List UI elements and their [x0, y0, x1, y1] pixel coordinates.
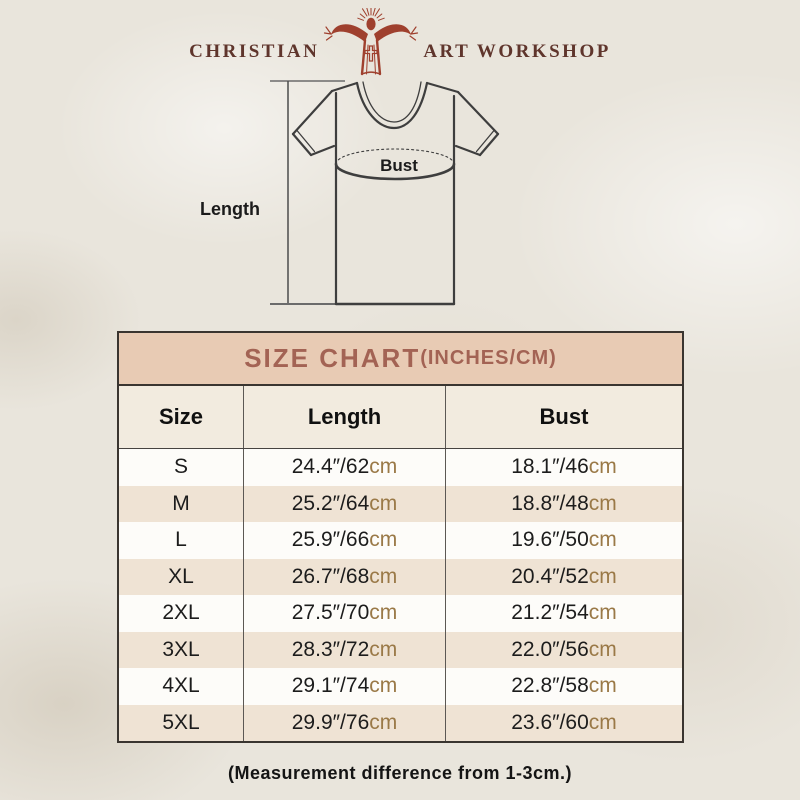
- size-cell: S: [119, 449, 244, 486]
- column-header-bust: Bust: [539, 404, 589, 429]
- length-unit: cm: [369, 528, 398, 552]
- bust-cell: 23.6″/60 cm: [446, 705, 682, 742]
- table-row-l: L 25.9″/66 cm 19.6″/50 cm: [119, 522, 682, 559]
- length-unit: cm: [369, 564, 398, 588]
- brand-name-right: ART WORKSHOP: [423, 41, 611, 62]
- length-value: 29.9″/76: [291, 710, 370, 734]
- measurement-footnote: (Measurement difference from 1-3cm.): [227, 763, 573, 783]
- table-row-3xl: 3XL 28.3″/72 cm 22.0″/56 cm: [119, 631, 682, 669]
- table-body: S 24.4″/62 cm 18.1″/46 cm M 25.2″/64 cm 18.…: [119, 449, 682, 741]
- bust-value: 22.8″/58: [511, 674, 589, 698]
- length-measure-label: Length: [200, 199, 260, 219]
- length-unit: cm: [369, 601, 398, 625]
- bust-value: 18.1″/46: [511, 455, 589, 479]
- size-cell: L: [119, 522, 244, 559]
- bust-unit: cm: [588, 674, 617, 698]
- column-header-size: Size: [119, 386, 244, 448]
- length-cell: 26.7″/68 cm: [244, 558, 446, 595]
- length-value: 26.7″/68: [291, 564, 370, 588]
- size-cell: 4XL: [119, 668, 244, 705]
- bust-value: 20.4″/52: [511, 564, 589, 588]
- bust-cell: 22.0″/56 cm: [446, 632, 682, 669]
- bust-cell: 21.2″/54 cm: [446, 595, 682, 632]
- length-value: 25.9″/66: [291, 528, 370, 552]
- size-chart-title-band: SIZE CHART (INCHES/CM): [119, 333, 682, 386]
- bust-cell: 20.4″/52 cm: [446, 559, 682, 596]
- bust-unit: cm: [588, 637, 617, 661]
- bust-value: 22.0″/56: [511, 637, 589, 661]
- bust-value: 23.6″/60: [511, 710, 589, 734]
- brand-name-left: CHRISTIAN: [189, 41, 320, 62]
- table-row-m: M 25.2″/64 cm 18.8″/48 cm: [119, 485, 682, 523]
- size-cell: XL: [119, 558, 244, 595]
- bust-value: 21.2″/54: [511, 601, 589, 625]
- column-header-length: Length: [244, 386, 446, 448]
- size-cell: 3XL: [119, 631, 244, 668]
- table-header-row: Size Length Bust: [119, 386, 682, 449]
- bust-unit: cm: [588, 601, 617, 625]
- length-cell: 29.9″/76 cm: [244, 704, 446, 741]
- size-cell: 2XL: [119, 595, 244, 632]
- length-value: 29.1″/74: [291, 674, 370, 698]
- length-cell: 24.4″/62 cm: [244, 449, 446, 486]
- table-row-2xl: 2XL 27.5″/70 cm 21.2″/54 cm: [119, 595, 682, 632]
- length-unit: cm: [369, 710, 398, 734]
- bust-unit: cm: [588, 455, 617, 479]
- length-unit: cm: [369, 455, 398, 479]
- bust-unit: cm: [588, 528, 617, 552]
- length-unit: cm: [369, 637, 398, 661]
- length-value: 25.2″/64: [291, 491, 370, 515]
- length-cell: 29.1″/74 cm: [244, 668, 446, 705]
- length-cell: 28.3″/72 cm: [244, 631, 446, 668]
- length-cell: 25.2″/64 cm: [244, 485, 446, 522]
- jesus-figure-icon: [324, 8, 419, 76]
- table-row-5xl: 5XL 29.9″/76 cm 23.6″/60 cm: [119, 704, 682, 742]
- bust-value: 18.8″/48: [511, 491, 589, 515]
- table-row-4xl: 4XL 29.1″/74 cm 22.8″/58 cm: [119, 668, 682, 705]
- length-unit: cm: [369, 674, 398, 698]
- bust-cell: 19.6″/50 cm: [446, 522, 682, 559]
- tshirt-measurement-diagram: Length Bust: [180, 70, 520, 315]
- size-chart-title: SIZE CHART: [244, 343, 421, 373]
- length-unit: cm: [369, 491, 398, 515]
- length-value: 24.4″/62: [291, 455, 370, 479]
- length-cell: 27.5″/70 cm: [244, 595, 446, 632]
- bust-measure-label: Bust: [380, 156, 418, 175]
- size-chart-title-units: (INCHES/CM): [420, 347, 557, 369]
- tshirt-outline-drawing: [270, 80, 500, 306]
- bust-unit: cm: [588, 564, 617, 588]
- bust-cell: 18.1″/46 cm: [446, 449, 682, 486]
- length-value: 28.3″/72: [291, 637, 370, 661]
- length-value: 27.5″/70: [291, 601, 370, 625]
- size-cell: M: [119, 485, 244, 522]
- size-cell: 5XL: [119, 704, 244, 741]
- size-chart-table: SIZE CHART (INCHES/CM) Size Length Bust S…: [117, 331, 684, 743]
- bust-cell: 18.8″/48 cm: [446, 486, 682, 523]
- bust-unit: cm: [588, 491, 617, 515]
- length-cell: 25.9″/66 cm: [244, 522, 446, 559]
- table-row-xl: XL 26.7″/68 cm 20.4″/52 cm: [119, 558, 682, 596]
- bust-unit: cm: [588, 710, 617, 734]
- bust-cell: 22.8″/58 cm: [446, 668, 682, 705]
- bust-value: 19.6″/50: [511, 528, 589, 552]
- table-row-s: S 24.4″/62 cm 18.1″/46 cm: [119, 449, 682, 486]
- brand-logo: CHRISTIAN: [0, 4, 800, 76]
